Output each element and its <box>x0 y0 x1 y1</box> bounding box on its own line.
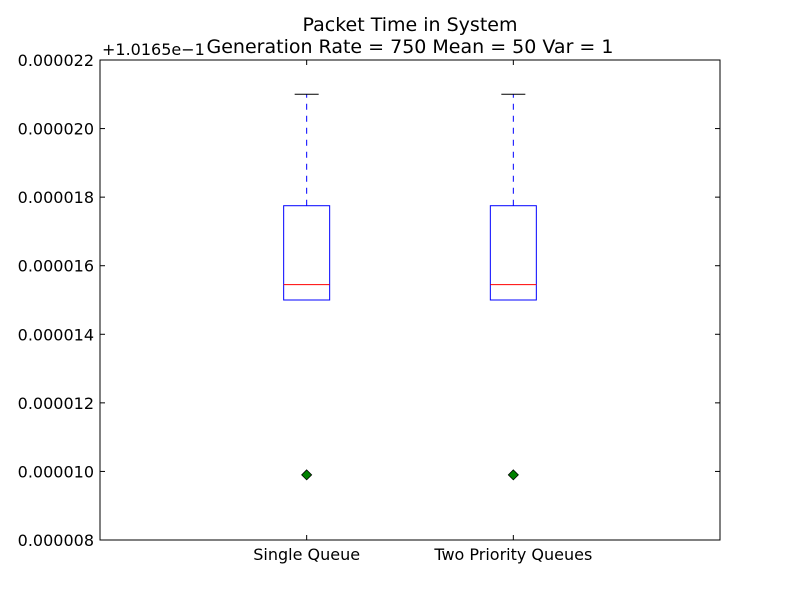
box-iqr <box>489 205 537 301</box>
box-iqr <box>283 205 331 301</box>
y-tick-label: 0.000022 <box>18 51 94 70</box>
y-axis-offset-label: +1.0165e−1 <box>102 40 205 59</box>
box-group <box>283 93 331 481</box>
y-tick-label: 0.000020 <box>18 120 94 139</box>
plot-frame <box>99 59 721 541</box>
y-axis-ticks: 0.000008 0.000010 0.000012 0.000014 0.000016… <box>18 51 720 550</box>
y-tick-label: 0.000016 <box>18 257 94 276</box>
chart-title: Packet Time in System <box>303 14 518 36</box>
y-tick-label: 0.000012 <box>18 394 94 413</box>
y-tick-label: 0.000014 <box>18 325 94 344</box>
x-tick-label: Two Priority Queues <box>433 545 592 564</box>
chart-marks <box>283 93 537 481</box>
chart-subtitle: Generation Rate = 750 Mean = 50 Var = 1 <box>207 36 614 58</box>
x-axis-ticks: Single Queue Two Priority Queues <box>253 60 592 564</box>
y-tick-label: 0.000010 <box>18 462 94 481</box>
mean-marker <box>507 469 519 481</box>
mean-marker <box>301 469 313 481</box>
x-tick-label: Single Queue <box>253 545 360 564</box>
y-tick-label: 0.000008 <box>18 531 94 550</box>
box-group <box>489 93 537 481</box>
y-tick-label: 0.000018 <box>18 188 94 207</box>
